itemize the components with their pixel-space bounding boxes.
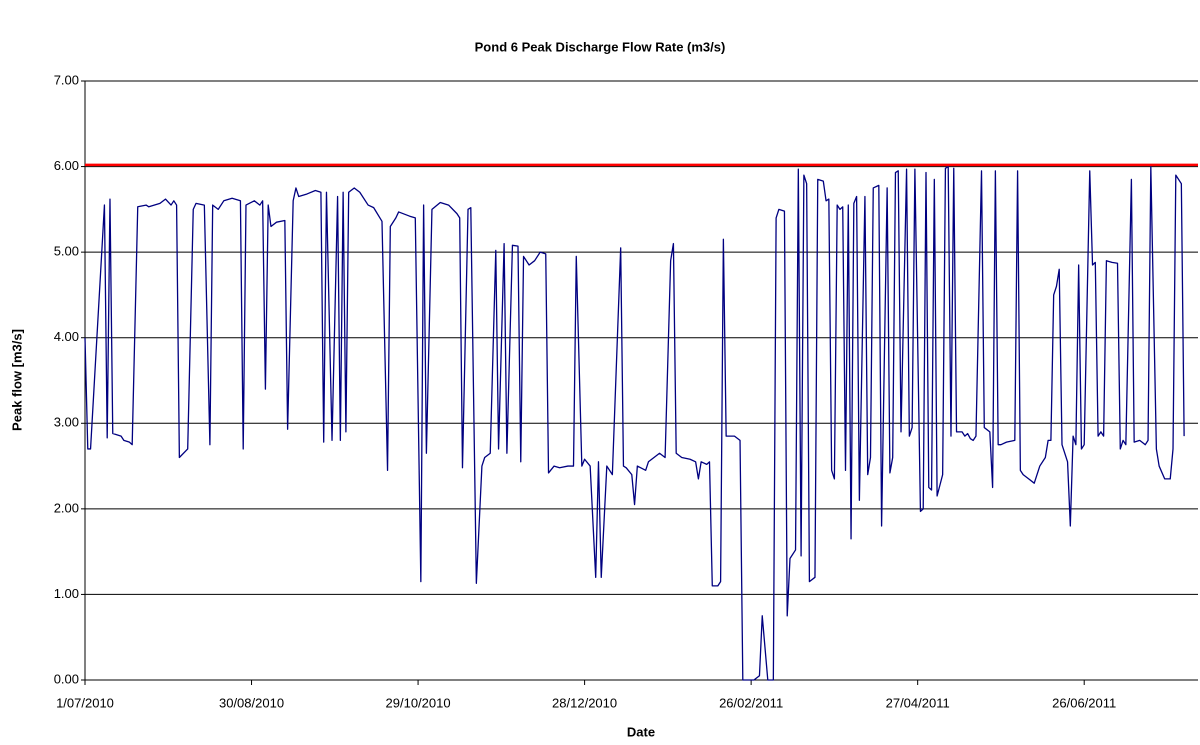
y-tick-label: 2.00 <box>54 500 79 515</box>
x-tick-label: 30/08/2010 <box>219 695 284 710</box>
x-tick-label: 28/12/2010 <box>552 695 617 710</box>
y-axis-label: Peak flow [m3/s] <box>9 329 24 431</box>
x-tick-label: 1/07/2010 <box>56 695 114 710</box>
y-tick-label: 0.00 <box>54 671 79 686</box>
data-line <box>84 165 1185 681</box>
x-tick-label: 27/04/2011 <box>886 695 950 710</box>
y-tick-label: 1.00 <box>54 586 79 601</box>
y-tick-label: 7.00 <box>54 72 79 87</box>
x-tick-label: 29/10/2010 <box>386 695 451 710</box>
x-tick-label: 26/06/2011 <box>1052 695 1116 710</box>
y-tick-label: 5.00 <box>54 244 79 259</box>
chart-title: Pond 6 Peak Discharge Flow Rate (m3/s) <box>475 39 726 54</box>
y-tick-label: 4.00 <box>54 329 79 344</box>
x-axis-label: Date <box>627 724 655 739</box>
y-tick-label: 6.00 <box>54 158 79 173</box>
y-tick-label: 3.00 <box>54 415 79 430</box>
x-tick-label: 26/02/2011 <box>719 695 783 710</box>
